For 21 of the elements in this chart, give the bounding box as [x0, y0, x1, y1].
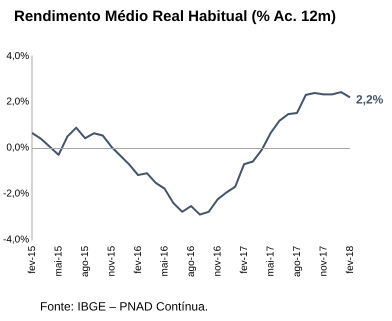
x-tick-label: ago-17: [292, 245, 303, 278]
y-tick-label: 0,0%: [6, 142, 30, 154]
y-tick-label: -2,0%: [3, 188, 30, 200]
x-tick-label: ago-15: [80, 245, 91, 278]
x-tick-label: fev-18: [344, 245, 356, 274]
x-tick-label: mai-16: [159, 245, 170, 276]
chart-title: Rendimento Médio Real Habitual (% Ac. 12m): [14, 8, 336, 26]
x-tick-label: ago-16: [186, 245, 197, 278]
x-tick-label: fev-16: [132, 245, 144, 274]
y-tick-label: 4,0%: [6, 50, 30, 62]
y-tick-label: -4,0%: [3, 234, 30, 246]
x-tick-label: fev-17: [238, 245, 250, 274]
x-tick-label: nov-17: [318, 245, 330, 276]
x-tick-label: mai-17: [265, 245, 276, 276]
y-tick-label: 2,0%: [6, 96, 30, 108]
x-tick-label: nov-16: [212, 245, 224, 276]
annotation: 2,2%: [356, 92, 384, 107]
x-tick-label: fev-15: [26, 245, 38, 274]
source-note: Fonte: IBGE – PNAD Contínua.: [40, 299, 208, 314]
x-tick-label: nov-15: [106, 245, 118, 276]
x-tick-label: mai-15: [53, 245, 64, 276]
